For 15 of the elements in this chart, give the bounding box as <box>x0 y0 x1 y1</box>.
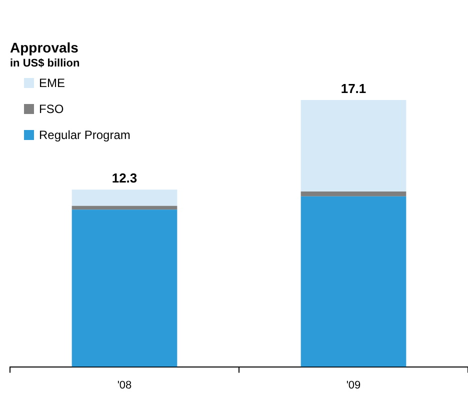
chart-title: Approvals <box>10 39 79 56</box>
bar <box>72 190 178 206</box>
annotation: 17.1 <box>340 81 366 96</box>
x-tick-label: '09 <box>346 379 361 392</box>
bar <box>300 100 406 192</box>
bar <box>72 206 178 210</box>
legend-label: EME <box>39 76 66 90</box>
legend-label: FSO <box>39 102 64 116</box>
annotation: 12.3 <box>112 170 138 186</box>
legend-label: Regular Program <box>39 128 130 142</box>
x-tick-label: '08 <box>117 379 132 392</box>
bar <box>300 192 406 196</box>
bar <box>300 196 406 367</box>
chart-subtitle: in US$ billion <box>10 57 80 70</box>
bar <box>72 210 178 367</box>
